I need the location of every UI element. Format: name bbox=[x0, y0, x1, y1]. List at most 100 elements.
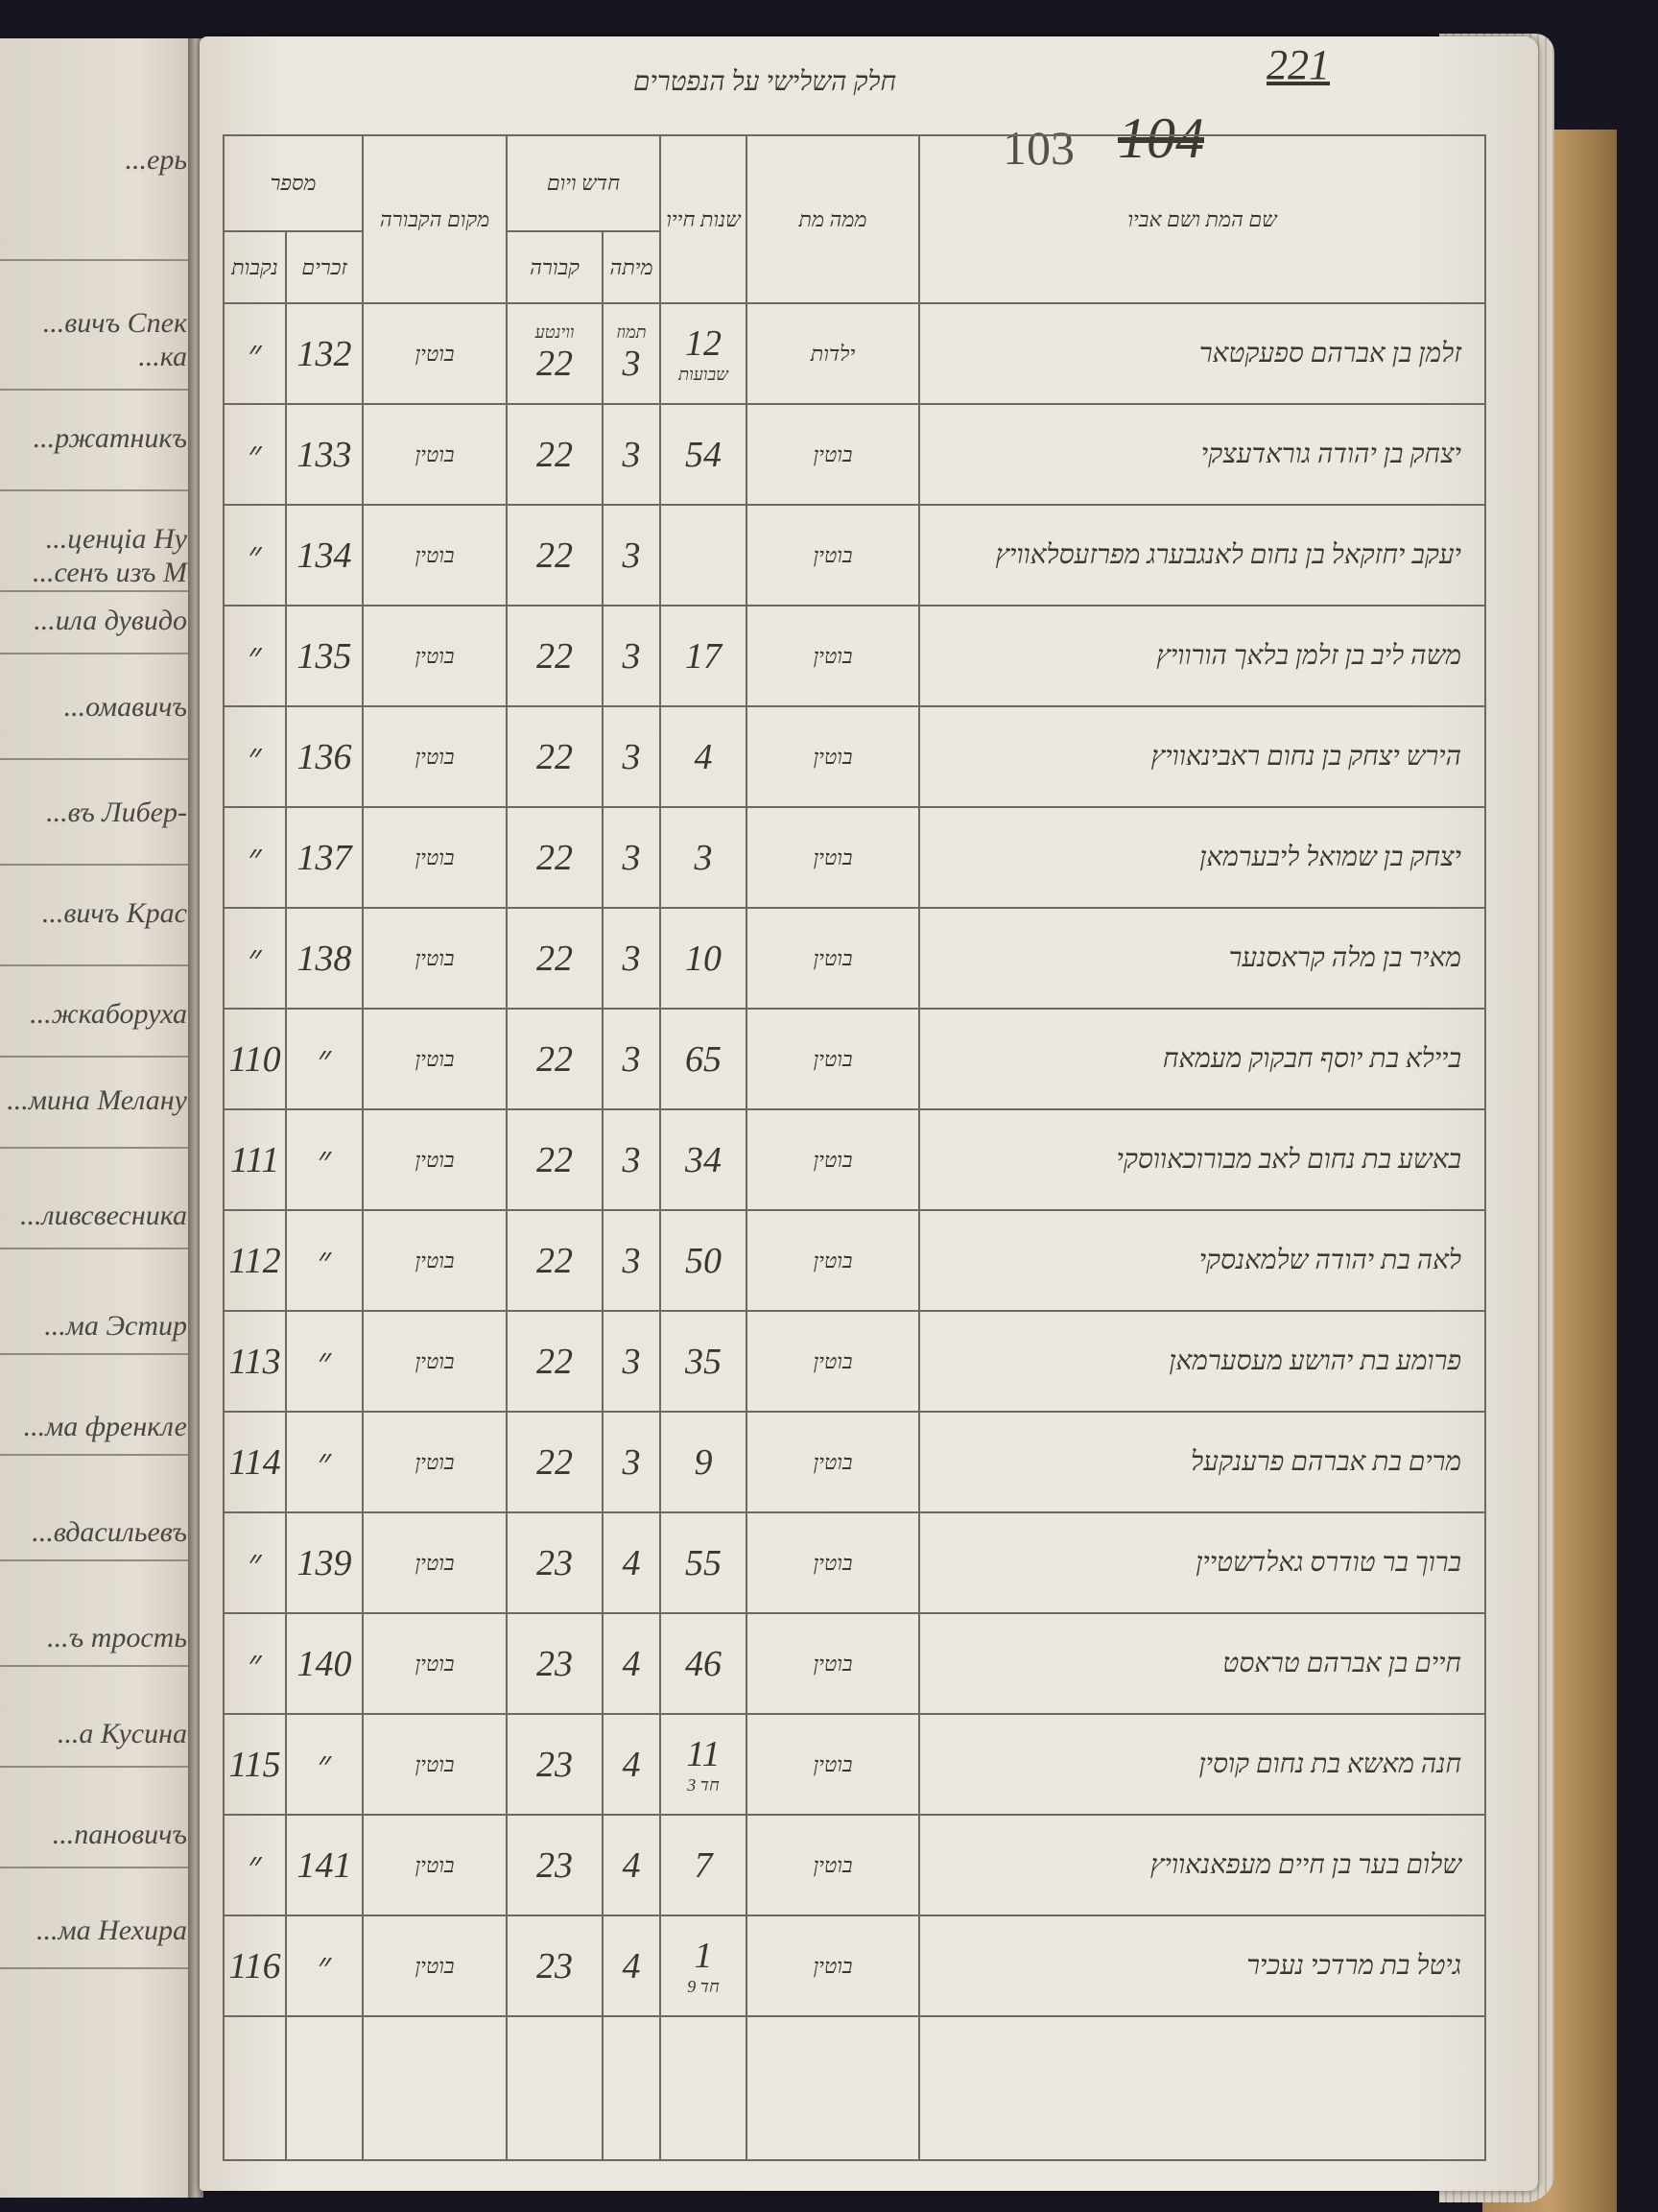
day-cell: 23 bbox=[506, 1915, 604, 2017]
age-cell: 7 bbox=[659, 1814, 748, 1916]
day-cell: 23 bbox=[506, 1612, 604, 1715]
ruled-line bbox=[0, 1248, 192, 1249]
left-page-fragment: ...сенъ изъ М bbox=[32, 557, 187, 588]
day: 23 bbox=[536, 1945, 574, 1986]
cause: בוטין bbox=[813, 1348, 853, 1373]
day: 23 bbox=[536, 1542, 574, 1583]
male-number: 132 bbox=[296, 333, 352, 374]
cause-cell: בוטין bbox=[746, 403, 921, 506]
page-number: 221 bbox=[1267, 41, 1330, 88]
month-cell: 3 bbox=[602, 705, 662, 808]
empty-cell bbox=[659, 2015, 748, 2161]
male-number-cell: ״ bbox=[284, 1411, 365, 1513]
table-row: ״ 135 בוטין 22 3 17 בוטין משה ליב בן זלמן בלאך … bbox=[223, 605, 1487, 707]
deceased-name-cell: פרומע בת יהושע מעסערמאן bbox=[918, 1310, 1487, 1413]
female-number-cell: 113 bbox=[223, 1310, 287, 1413]
cause: בוטין bbox=[813, 1852, 853, 1877]
female-number: ״ bbox=[248, 1542, 262, 1583]
female-number: 112 bbox=[228, 1240, 281, 1281]
day-cell: 23 bbox=[506, 1814, 604, 1916]
age: 4 bbox=[694, 736, 713, 777]
deceased-name-cell: יעקב יחזקאל בן נחום לאנגבערג מפרזעסלאווי… bbox=[918, 504, 1487, 607]
day: 23 bbox=[536, 1844, 574, 1886]
table-row: 113 ״ בוטין 22 3 35 בוטין פרומע בת יהושע מעסערמ… bbox=[223, 1310, 1487, 1413]
female-number: ״ bbox=[248, 535, 262, 576]
burial-place: בוטין bbox=[414, 1751, 455, 1776]
age: 34 bbox=[685, 1139, 722, 1180]
age: 55 bbox=[685, 1542, 722, 1583]
male-number: ״ bbox=[317, 1945, 332, 1986]
table-row: 112 ״ בוטין 22 3 50 בוטין לאה בת יהודה שלמאנסקי bbox=[223, 1209, 1487, 1312]
ruled-line bbox=[0, 1559, 192, 1561]
deceased-name: באשע בת נחום לאב מבורוכאווסקי bbox=[1116, 1144, 1462, 1175]
day-cell: 22 bbox=[506, 504, 604, 607]
male-number-cell: ״ bbox=[284, 1713, 365, 1816]
cause: בוטין bbox=[813, 844, 853, 869]
burial-place: בוטין bbox=[414, 1953, 455, 1978]
male-number-cell: 132 bbox=[284, 302, 365, 405]
left-page-fragment: ...омавичъ bbox=[63, 691, 187, 723]
male-number: ״ bbox=[317, 1240, 332, 1281]
day-cell: 22 bbox=[506, 403, 604, 506]
ruled-line bbox=[0, 389, 192, 391]
deceased-name-cell: באשע בת נחום לאב מבורוכאווסקי bbox=[918, 1108, 1487, 1211]
day: 22 bbox=[536, 837, 574, 878]
month: 3 bbox=[622, 344, 641, 384]
day: 22 bbox=[536, 1240, 574, 1281]
month: 4 bbox=[622, 1744, 641, 1785]
deceased-name: ביילא בת יוסף חבקוק מעמאח bbox=[1162, 1043, 1462, 1074]
female-number-cell: ״ bbox=[223, 1612, 287, 1715]
age-note: חד 3 bbox=[687, 1775, 720, 1795]
male-number: 136 bbox=[296, 736, 352, 777]
empty-cell bbox=[506, 2015, 604, 2161]
burial-place: בוטין bbox=[414, 441, 455, 466]
female-number-cell: 114 bbox=[223, 1411, 287, 1513]
cause: בוטין bbox=[813, 744, 853, 769]
age-cell: 4 bbox=[659, 705, 748, 808]
age: 10 bbox=[685, 938, 722, 979]
day-cell: 22 bbox=[506, 705, 604, 808]
month-cell: 4 bbox=[602, 1612, 662, 1715]
cause: בוטין bbox=[813, 1651, 853, 1676]
burial-place-cell: בוטין bbox=[362, 1612, 509, 1715]
left-page-fragment: ...ерь bbox=[125, 144, 187, 176]
deceased-name: שלום בער בן חיים מעפאנאוויץ bbox=[1149, 1849, 1462, 1880]
month-cell: 4 bbox=[602, 1814, 662, 1916]
day: 22 bbox=[536, 736, 574, 777]
deceased-name: פרומע בת יהושע מעסערמאן bbox=[1169, 1345, 1462, 1376]
month: 3 bbox=[622, 535, 641, 576]
deceased-name: חיים בן אברהם טראסט bbox=[1222, 1648, 1462, 1678]
ruled-line bbox=[0, 489, 192, 491]
cause: בוטין bbox=[813, 1147, 853, 1172]
month: 4 bbox=[622, 1643, 641, 1684]
age-cell: 11 חד 3 bbox=[659, 1713, 748, 1816]
female-number: 116 bbox=[228, 1945, 281, 1986]
table-row: 114 ״ בוטין 22 3 9 בוטין מרים בת אברהם פרענקעל bbox=[223, 1411, 1487, 1513]
month: 3 bbox=[622, 635, 641, 677]
day: 23 bbox=[536, 1744, 574, 1785]
left-page-fragment: ...ъ трость bbox=[47, 1622, 187, 1653]
deceased-name: יצחק בן שמואל ליבערמאן bbox=[1199, 842, 1462, 872]
male-number: 134 bbox=[296, 535, 352, 576]
age: 17 bbox=[685, 635, 722, 677]
day: 22 bbox=[536, 434, 574, 475]
table-row: ״ 137 בוטין 22 3 3 בוטין יצחק בן שמואל ליבערמאן bbox=[223, 806, 1487, 909]
burial-place: בוטין bbox=[414, 945, 455, 970]
burial-place-cell: בוטין bbox=[362, 1108, 509, 1211]
table-row: ״ 132 בוטין ווינטע 22 תמוז 3 12 שבועות ילדות זלמן … bbox=[223, 302, 1487, 405]
cause: בוטין bbox=[813, 945, 853, 970]
ruled-line bbox=[0, 1867, 192, 1868]
female-number-cell: ״ bbox=[223, 806, 287, 909]
day: 22 bbox=[536, 1038, 574, 1080]
female-number: ״ bbox=[248, 635, 262, 677]
cause: בוטין bbox=[813, 441, 853, 466]
male-number-cell: 133 bbox=[284, 403, 365, 506]
female-number-cell: ״ bbox=[223, 403, 287, 506]
burial-place-cell: בוטין bbox=[362, 1008, 509, 1110]
male-number-cell: 139 bbox=[284, 1511, 365, 1614]
table-row: ״ 139 בוטין 23 4 55 בוטין ברוך בר טודרס גאלדשטי… bbox=[223, 1511, 1487, 1614]
month: 4 bbox=[622, 1542, 641, 1583]
burial-place-cell: בוטין bbox=[362, 1915, 509, 2017]
male-number-cell: 136 bbox=[284, 705, 365, 808]
age-cell: 3 bbox=[659, 806, 748, 909]
